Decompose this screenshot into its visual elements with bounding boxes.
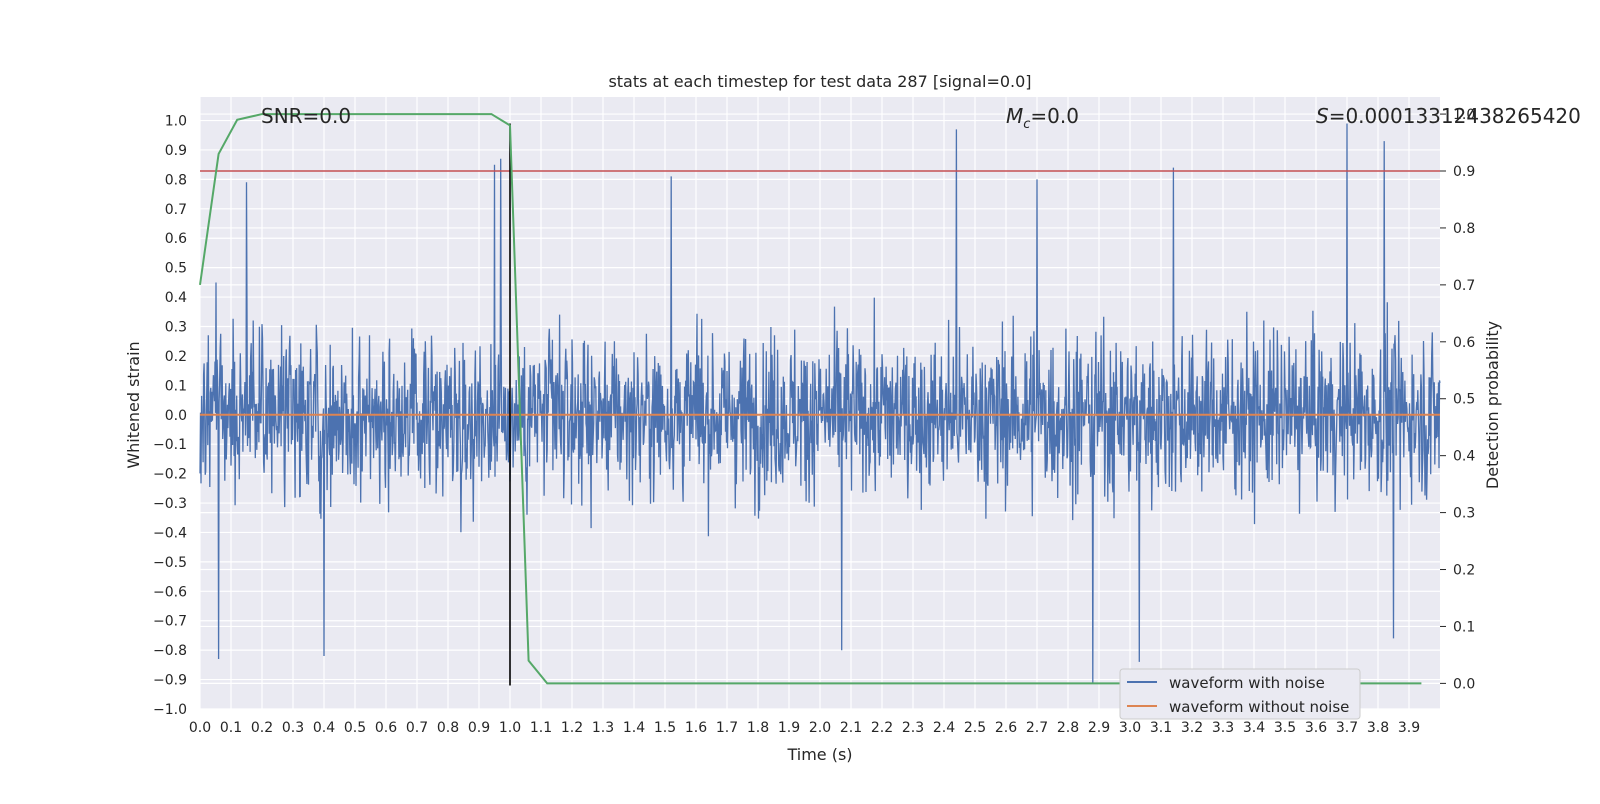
y-tick-label: 0.4 [165,290,187,306]
s-symbol: S [1316,104,1329,128]
y2-tick-label: 0.0 [1453,676,1475,692]
y-tick-label: 0.8 [165,172,187,188]
s-annotation: S=0.00013312438265420 [1316,104,1581,128]
y-tick-label: −0.9 [153,673,187,689]
x-tick-label: 1.5 [654,720,676,736]
y-tick-label: 0.0 [165,408,187,424]
detection-probability-line [199,113,1422,685]
y-tick-label: −0.5 [153,555,187,571]
x-tick-label: 2.3 [902,720,924,736]
y-tick-label: 0.1 [165,378,187,394]
y-tick-label: 0.5 [165,261,187,277]
x-axis-label: Time (s) [786,745,852,764]
y2-tick-label: 0.8 [1453,221,1475,237]
x-tick-label: 1.9 [778,720,800,736]
mc-symbol: M [1006,104,1023,128]
y2-tick-label: 0.9 [1453,164,1475,180]
y-tick-label: −0.3 [153,496,187,512]
x-tick-label: 2.8 [1057,720,1079,736]
x-tick-label: 3.7 [1336,720,1358,736]
s-value: =0.00013312438265420 [1329,104,1581,128]
x-tick-label: 3.5 [1274,720,1296,736]
y-tick-label: −0.1 [153,437,187,453]
x-tick-label: 1.0 [499,720,521,736]
x-tick-label: 0.3 [282,720,304,736]
legend: waveform with noise waveform without noi… [1119,668,1361,720]
x-tick-label: 1.6 [685,720,707,736]
x-tick-label: 1.8 [747,720,769,736]
waveform-with-noise-line [199,123,1441,683]
x-tick-label: 2.1 [840,720,862,736]
x-tick-label: 2.6 [995,720,1017,736]
x-tick-label: 0.8 [437,720,459,736]
mc-subscript: c [1023,117,1030,132]
legend-box [1119,668,1361,720]
snr-annotation: SNR=0.0 [261,104,351,128]
y2-tick-label: 0.5 [1453,392,1475,408]
y-tick-label: 0.6 [165,231,187,247]
x-tick-label: 2.2 [871,720,893,736]
x-tick-label: 1.3 [592,720,614,736]
x-tick-label: 3.3 [1212,720,1234,736]
y2-tick-label: 0.2 [1453,563,1475,579]
axis-ticks: 0.0 0.1 0.2 0.3 0.4 0.5 0.6 0.7 0.8 0.9 1.0 1.1 1.2 1… [153,107,1475,736]
x-tick-label: 3.1 [1150,720,1172,736]
x-tick-label: 1.7 [716,720,738,736]
y-tick-label: −0.8 [153,643,187,659]
x-tick-label: 0.2 [251,720,273,736]
legend-label-noise: waveform with noise [1169,674,1325,692]
y2-tick-label: 0.4 [1453,449,1475,465]
x-tick-label: 0.7 [406,720,428,736]
y2-tick-label: 1.0 [1453,107,1475,123]
x-tick-label: 3.0 [1119,720,1141,736]
x-tick-label: 2.9 [1088,720,1110,736]
x-tick-label: 3.9 [1398,720,1420,736]
x-tick-label: 2.7 [1026,720,1048,736]
mc-value: =0.0 [1030,104,1079,128]
series-lines [199,113,1440,686]
x-tick-label: 0.9 [468,720,490,736]
series-waveform-with-noise [199,123,1441,683]
x-tick-label: 0.1 [220,720,242,736]
x-tick-label: 3.4 [1243,720,1265,736]
y-tick-label: −1.0 [153,702,187,718]
y-tick-label: −0.4 [153,525,187,541]
x-tick-label: 1.2 [561,720,583,736]
y-tick-label: 1.0 [165,114,187,130]
y-tick-label: 0.7 [165,202,187,218]
y-tick-label: 0.3 [165,320,187,336]
x-tick-label: 0.5 [344,720,366,736]
y2-tick-label: 0.7 [1453,278,1475,294]
x-tick-label: 3.6 [1305,720,1327,736]
legend-label-clean: waveform without noise [1169,698,1349,716]
x-tick-label: 3.2 [1181,720,1203,736]
y2-tick-label: 0.1 [1453,619,1475,635]
x-tick-label: 2.0 [809,720,831,736]
mc-annotation: Mc=0.0 [1006,104,1079,132]
y-axis-label: Whitened strain [124,341,143,468]
y2-tick-label: 0.6 [1453,335,1475,351]
x-tick-label: 0.4 [313,720,335,736]
x-tick-label: 3.8 [1367,720,1389,736]
y2-axis-label: Detection probability [1483,321,1502,489]
x-tick-label: 0.6 [375,720,397,736]
y-tick-label: 0.9 [165,143,187,159]
y-tick-label: 0.2 [165,349,187,365]
x-tick-label: 1.4 [623,720,645,736]
x-tick-label: 0.0 [189,720,211,736]
chart-title: stats at each timestep for test data 287… [608,72,1031,91]
y-tick-label: −0.7 [153,614,187,630]
y-tick-label: −0.6 [153,584,187,600]
x-tick-label: 1.1 [530,720,552,736]
x-tick-label: 2.5 [964,720,986,736]
y2-tick-label: 0.3 [1453,506,1475,522]
y-tick-label: −0.2 [153,467,187,483]
x-tick-label: 2.4 [933,720,955,736]
